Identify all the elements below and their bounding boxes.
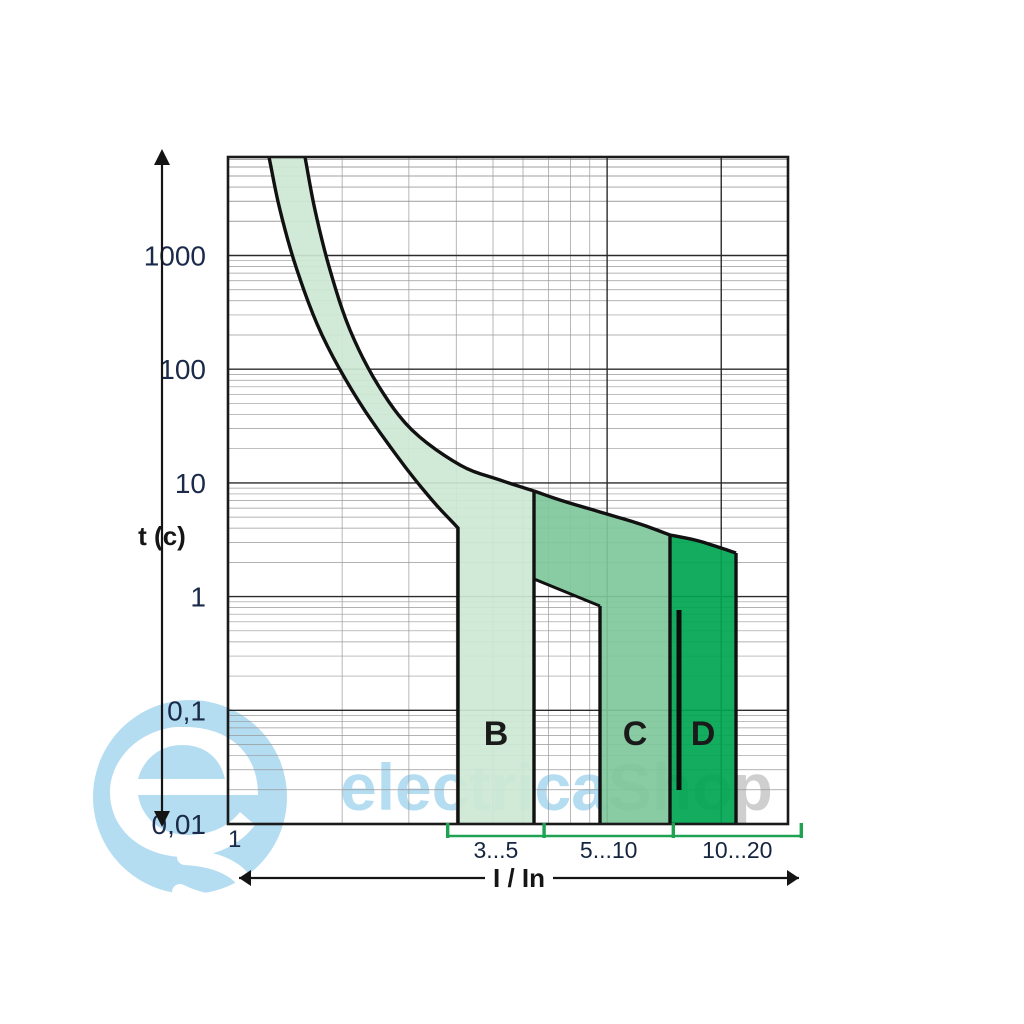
svg-text:100: 100 xyxy=(159,354,206,385)
svg-text:I / In: I / In xyxy=(493,863,545,893)
svg-text:1: 1 xyxy=(228,826,241,853)
svg-text:10: 10 xyxy=(175,468,206,499)
svg-text:0,1: 0,1 xyxy=(167,695,206,726)
svg-text:5...10: 5...10 xyxy=(580,837,638,863)
svg-text:10...20: 10...20 xyxy=(702,837,772,863)
svg-text:t (c): t (c) xyxy=(138,521,186,551)
svg-text:B: B xyxy=(484,715,509,753)
svg-text:D: D xyxy=(691,715,716,753)
svg-text:1: 1 xyxy=(190,582,206,613)
svg-text:3...5: 3...5 xyxy=(474,837,519,863)
svg-text:1000: 1000 xyxy=(144,241,206,272)
svg-text:C: C xyxy=(623,715,648,753)
